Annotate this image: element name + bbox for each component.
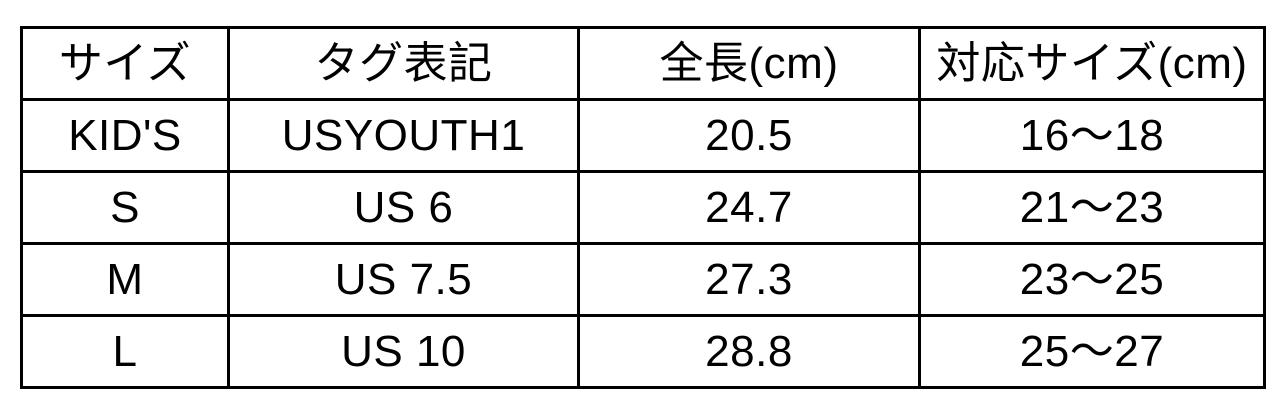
header-cell-total-length: 全長(cm) [577,26,921,101]
cell-size: KID'S [20,98,230,173]
cell-total-length: 27.3 [577,242,921,317]
table-row-m: M US 7.5 27.3 23〜25 [20,242,1266,317]
table-row-l: L US 10 28.8 25〜27 [20,314,1266,389]
cell-fit-size: 25〜27 [918,314,1266,389]
cell-size: M [20,242,230,317]
cell-total-length: 24.7 [577,170,921,245]
cell-size: S [20,170,230,245]
cell-fit-size: 16〜18 [918,98,1266,173]
cell-tag: US 6 [227,170,580,245]
header-cell-fit-size: 対応サイズ(cm) [918,26,1266,101]
cell-tag: US 10 [227,314,580,389]
header-cell-tag: タグ表記 [227,26,580,101]
table-row-s: S US 6 24.7 21〜23 [20,170,1266,245]
cell-tag: USYOUTH1 [227,98,580,173]
cell-tag: US 7.5 [227,242,580,317]
header-cell-size: サイズ [20,26,230,101]
cell-fit-size: 21〜23 [918,170,1266,245]
cell-total-length: 28.8 [577,314,921,389]
cell-total-length: 20.5 [577,98,921,173]
cell-fit-size: 23〜25 [918,242,1266,317]
table-row-kids: KID'S USYOUTH1 20.5 16〜18 [20,98,1266,173]
cell-size: L [20,314,230,389]
size-chart-table: サイズ タグ表記 全長(cm) 対応サイズ(cm) KID'S USYOUTH1… [20,26,1266,389]
table-header-row: サイズ タグ表記 全長(cm) 対応サイズ(cm) [20,26,1266,101]
